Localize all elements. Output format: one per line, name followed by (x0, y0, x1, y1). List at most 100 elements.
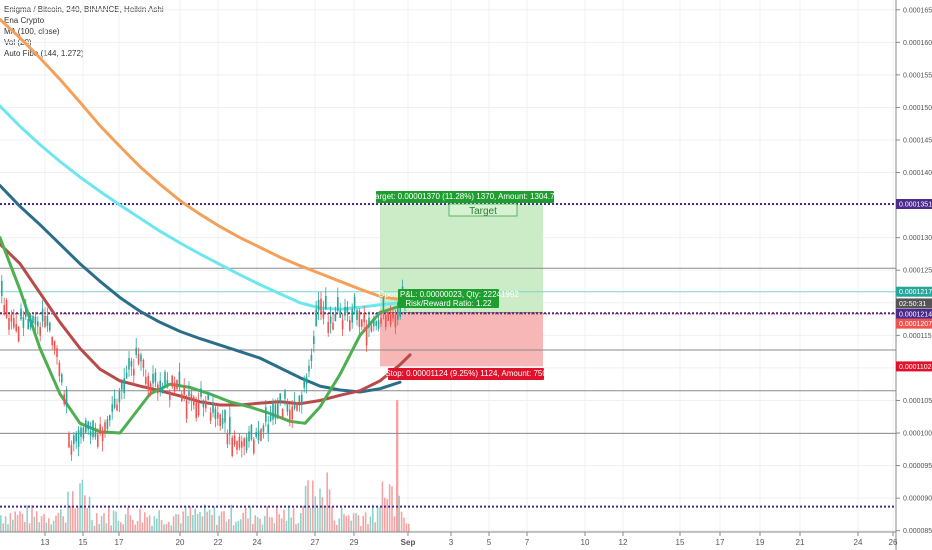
volume-bar (55, 515, 57, 532)
price-tick-label: 0.00009000 (903, 496, 932, 503)
volume-bar (172, 516, 175, 532)
volume-bar (60, 509, 62, 532)
volume-bar (98, 524, 100, 532)
volume-bar (57, 512, 60, 532)
volume-bar (254, 515, 256, 532)
price-tick-label: 0.00013000 (903, 235, 932, 242)
candle-body (109, 415, 111, 421)
candle-body (322, 310, 325, 319)
volume-bar (211, 514, 213, 532)
candle-body (329, 316, 332, 324)
volume-bar (38, 522, 40, 532)
volume-bar (72, 491, 74, 532)
volume-bar (187, 515, 189, 532)
candle-body (279, 393, 281, 401)
candle-body (286, 404, 289, 412)
price-tick-label: 0.00014500 (903, 138, 932, 145)
candle-body (101, 431, 104, 442)
candle-body (73, 435, 75, 445)
volume-bar (328, 489, 331, 532)
volume-bar (28, 523, 31, 532)
candle-body (385, 315, 387, 327)
stop-label-bg (388, 368, 544, 380)
volume-bar (302, 505, 304, 532)
volume-bar (235, 521, 237, 532)
target-label-text: Target: 0.00001370 (11.28%) 1370, Amount… (371, 192, 560, 201)
candle-body (113, 398, 116, 408)
candle-body (269, 415, 272, 422)
volume-bar (168, 521, 170, 532)
volume-bar (62, 516, 64, 532)
price-tick-label: 0.00014000 (903, 170, 932, 177)
price-tick-label: 0.00015000 (903, 105, 932, 112)
volume-bar (48, 518, 50, 532)
volume-bar (223, 511, 225, 532)
volume-bar (364, 512, 367, 532)
volume-bar (228, 519, 230, 532)
candle-body (152, 373, 154, 384)
candle-body (75, 432, 77, 442)
candle-body (37, 321, 39, 327)
candle-body (217, 412, 219, 419)
volume-bar (84, 495, 86, 532)
candle-body (255, 432, 257, 438)
price-tick-label: 0.00016500 (903, 7, 932, 14)
candle-body (265, 407, 267, 422)
volume-bar (333, 520, 336, 532)
candle-body (380, 318, 382, 324)
time-tick-label: 26 (889, 538, 898, 547)
candle-body (125, 372, 128, 379)
candle-body (181, 393, 183, 402)
open-pnl-label-text: Risk/Reward Ratio: 1.22 (405, 299, 492, 308)
volume-bar (374, 522, 376, 532)
candle-body (121, 382, 123, 390)
time-tick-label: 24 (253, 538, 262, 547)
candle-body (135, 347, 137, 355)
volume-bar (345, 515, 348, 532)
candle-body (394, 314, 397, 328)
volume-bar (12, 519, 14, 532)
candle-body (397, 302, 399, 320)
volume-bar (79, 483, 81, 532)
volume-bar (273, 523, 276, 532)
candle-body (219, 414, 221, 427)
price-tag-bg (896, 318, 932, 329)
volume-bar (208, 509, 211, 532)
candle-body (159, 380, 161, 392)
candle-body (166, 379, 169, 385)
volume-bar (408, 523, 410, 532)
target-note: Target (448, 203, 518, 217)
candle-body (205, 400, 207, 409)
time-axis[interactable]: 13 15 17 20 22 24 27 29 Sep 3 5 7 10 12 15 17 19 21 24 26 (0, 531, 898, 547)
candle-body (41, 308, 44, 322)
price-axis[interactable]: 0.00016500 0.00016000 0.00015500 0.00015000… (895, 0, 932, 550)
volume-bar (309, 507, 312, 532)
candle-body (154, 372, 157, 383)
candle-body (68, 433, 70, 448)
volume-bar (283, 509, 285, 532)
volume-bar (132, 519, 134, 532)
volume-bar (340, 508, 343, 532)
volume-bar (249, 506, 252, 532)
volume-bar (26, 505, 28, 532)
volume-bar (76, 505, 79, 532)
volume-bar (45, 522, 48, 532)
time-tick-label: Sep (401, 538, 416, 547)
volume-bar (86, 508, 88, 532)
volume-bar (352, 513, 355, 532)
candle-body (373, 319, 375, 327)
candle-body (169, 391, 171, 400)
volume-bar (165, 524, 168, 532)
candle-body (157, 384, 159, 394)
candle-body (238, 436, 241, 448)
candle-body (193, 396, 195, 406)
candle-body (197, 402, 200, 416)
candle-body (25, 305, 27, 317)
volume-bar (314, 496, 316, 532)
candle-body (8, 318, 10, 330)
candle-body (248, 431, 250, 442)
volume-bar (50, 524, 52, 532)
volume-bar (240, 519, 242, 532)
